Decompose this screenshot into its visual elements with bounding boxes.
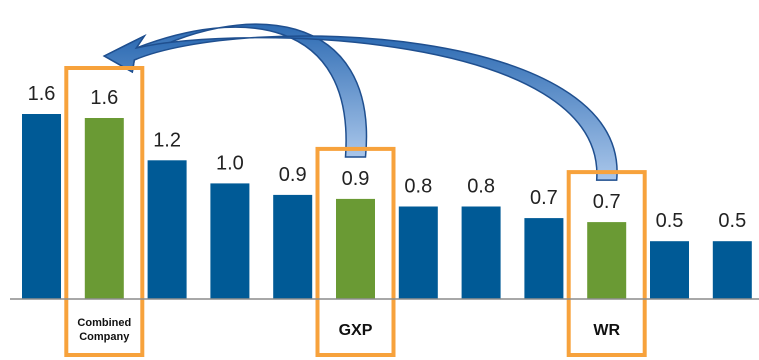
value-label-11: 0.5 [718,210,746,232]
value-label-3: 1.0 [216,152,244,174]
highlight-box-1 [64,66,145,357]
highlight-box-5 [315,146,396,357]
bar-1 [84,118,124,299]
value-label-10: 0.5 [656,210,684,232]
bar-10 [650,241,689,299]
category-label-5: GXP [339,322,373,339]
bars-layer [22,114,752,300]
value-label-4: 0.9 [279,164,307,186]
bar-3 [210,183,250,299]
bar-6 [398,206,438,299]
value-label-9: 0.7 [593,191,621,213]
value-labels-layer: 1.6 1.6 1.2 1.0 0.9 0.9 0.8 0.8 0.7 0.7 0.5 0.5 [28,83,747,232]
category-labels-layer: Combined Company GXP WR [77,317,620,343]
bar-9 [587,222,627,299]
bar-2 [147,160,187,300]
bar-5 [336,198,375,299]
value-label-6: 0.8 [404,176,432,198]
value-label-5: 0.9 [342,168,370,190]
highlight-boxes-layer [64,66,647,357]
value-label-0: 1.6 [28,83,56,105]
bar-4 [273,194,313,299]
category-label-9: WR [593,322,620,339]
value-label-7: 0.8 [467,176,495,198]
highlight-box-9 [566,170,647,357]
value-label-1: 1.6 [90,87,118,109]
curved-arrow-1 [102,34,618,181]
bar-8 [524,218,564,299]
bar-0 [22,114,61,299]
bar-11 [712,241,752,299]
bar-7 [461,206,501,299]
category-label-1-line-1: Company [79,331,130,343]
category-label-1-line-0: Combined [77,317,131,329]
arrows-layer [102,23,618,181]
value-label-8: 0.7 [530,187,558,209]
value-label-2: 1.2 [153,129,181,151]
